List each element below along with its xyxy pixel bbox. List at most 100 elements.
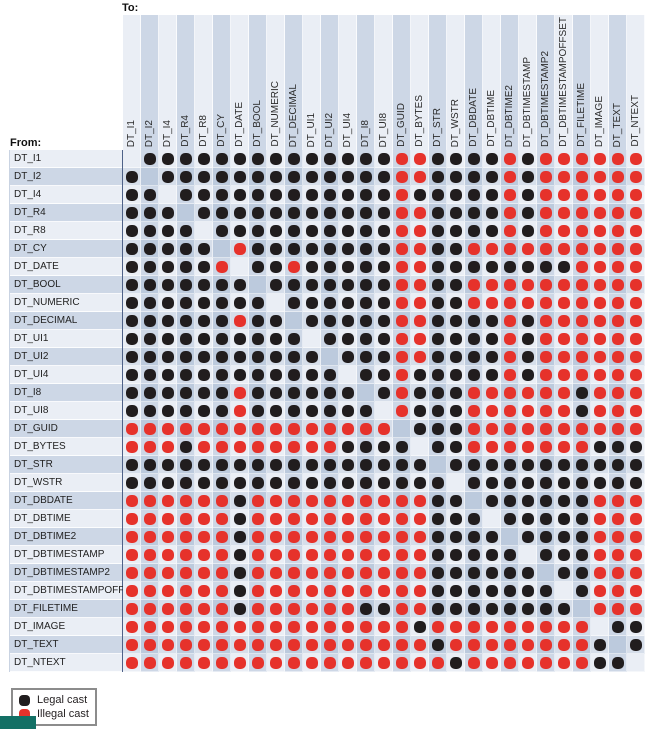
- legal-dot: [287, 188, 300, 201]
- illegal-dot: [539, 656, 552, 669]
- cell-DT_DBTIMESTAMP2-to-DT_I4: [159, 564, 177, 582]
- illegal-dot: [575, 314, 588, 327]
- cell-DT_I2-to-DT_DECIMAL: [285, 168, 303, 186]
- illegal-dot: [197, 422, 210, 435]
- cell-DT_I1-to-DT_UI1: [303, 150, 321, 168]
- legal-dot: [125, 278, 138, 291]
- cell-DT_I2-to-DT_DBTIMESTAMP2: [537, 168, 555, 186]
- legal-dot: [467, 260, 480, 273]
- cell-DT_DBDATE-to-DT_BOOL: [249, 492, 267, 510]
- cell-DT_DECIMAL-to-DT_I4: [159, 312, 177, 330]
- legal-dot: [485, 566, 498, 579]
- illegal-dot: [467, 404, 480, 417]
- illegal-dot: [125, 548, 138, 561]
- legend-item-illegal: Illegal cast: [19, 707, 89, 721]
- cell-DT_DBTIME-to-DT_I1: [123, 510, 141, 528]
- cell-DT_DBTIMESTAMP2-to-DT_I8: [357, 564, 375, 582]
- legal-dot: [323, 206, 336, 219]
- cell-DT_IMAGE-to-DT_TEXT: [609, 618, 627, 636]
- cell-DT_R4-to-DT_DBTIMESTAMP2: [537, 204, 555, 222]
- col-header-DT_DATE: DT_DATE: [231, 15, 249, 150]
- cell-DT_GUID-to-DT_UI2: [321, 420, 339, 438]
- illegal-dot: [611, 422, 624, 435]
- legal-dot: [359, 404, 372, 417]
- cell-DT_WSTR-to-DT_BYTES: [411, 474, 429, 492]
- legal-dot: [215, 458, 228, 471]
- cell-DT_DATE-to-DT_UI4: [339, 258, 357, 276]
- illegal-dot: [575, 332, 588, 345]
- cell-DT_WSTR-to-DT_I8: [357, 474, 375, 492]
- illegal-dot: [251, 530, 264, 543]
- cell-DT_R4-to-DT_TEXT: [609, 204, 627, 222]
- cell-DT_IMAGE-to-DT_I4: [159, 618, 177, 636]
- cell-DT_IMAGE-to-DT_DBTIME2: [501, 618, 519, 636]
- cell-DT_UI8-to-DT_DBTIME2: [501, 402, 519, 420]
- legal-dot: [305, 458, 318, 471]
- cell-DT_UI4-to-DT_I1: [123, 366, 141, 384]
- illegal-dot: [449, 620, 462, 633]
- legal-dot: [233, 368, 246, 381]
- cell-DT_I4-to-DT_I8: [357, 186, 375, 204]
- cell-DT_TEXT-to-DT_STR: [429, 636, 447, 654]
- cell-DT_DATE-to-DT_CY: [213, 258, 231, 276]
- illegal-dot: [359, 530, 372, 543]
- cell-DT_DECIMAL-to-DT_UI1: [303, 312, 321, 330]
- legal-dot: [251, 260, 264, 273]
- cell-DT_DBDATE-to-DT_STR: [429, 492, 447, 510]
- illegal-dot: [629, 530, 642, 543]
- cell-DT_NTEXT-to-DT_BYTES: [411, 654, 429, 672]
- illegal-dot: [215, 422, 228, 435]
- legal-dot: [449, 368, 462, 381]
- illegal-dot: [629, 386, 642, 399]
- cell-DT_TEXT-to-DT_UI8: [375, 636, 393, 654]
- legal-dot: [215, 170, 228, 183]
- cell-DT_FILETIME-to-DT_DBTIMESTAMP: [519, 600, 537, 618]
- cell-DT_UI2-to-DT_STR: [429, 348, 447, 366]
- cell-DT_I1-to-DT_DATE: [231, 150, 249, 168]
- legal-dot: [593, 476, 606, 489]
- cell-DT_IMAGE-to-DT_I2: [141, 618, 159, 636]
- cell-DT_NTEXT-to-DT_DECIMAL: [285, 654, 303, 672]
- cell-DT_DBTIMESTAMP-to-DT_DATE: [231, 546, 249, 564]
- cell-DT_R8-to-DT_UI8: [375, 222, 393, 240]
- cell-DT_NTEXT-to-DT_FILETIME: [573, 654, 591, 672]
- legal-dot: [305, 224, 318, 237]
- legal-dot: [359, 368, 372, 381]
- cell-DT_R8-to-DT_CY: [213, 222, 231, 240]
- cell-DT_IMAGE-to-DT_WSTR: [447, 618, 465, 636]
- cell-DT_IMAGE-to-DT_DECIMAL: [285, 618, 303, 636]
- row-labels: DT_I1 DT_I2 DT_I4 DT_R4 DT_R8 DT_CY DT_DATE DT_…: [9, 150, 144, 672]
- cell-DT_UI4-to-DT_I8: [357, 366, 375, 384]
- illegal-dot: [287, 512, 300, 525]
- illegal-dot: [395, 278, 408, 291]
- illegal-dot: [197, 638, 210, 651]
- cell-DT_I1-to-DT_UI4: [339, 150, 357, 168]
- cell-DT_UI4-to-DT_NUMERIC: [267, 366, 285, 384]
- cell-DT_NUMERIC-to-DT_I1: [123, 294, 141, 312]
- cell-DT_NTEXT-to-DT_WSTR: [447, 654, 465, 672]
- legal-dot: [485, 548, 498, 561]
- col-header-text: DT_DBTIME: [486, 90, 497, 147]
- cell-DT_DBTIMESTAMPOFFSET-to-DT_I4: [159, 582, 177, 600]
- cell-DT_BOOL-to-DT_WSTR: [447, 276, 465, 294]
- legal-dot: [449, 458, 462, 471]
- legal-dot: [179, 404, 192, 417]
- cell-DT_CY-to-DT_TEXT: [609, 240, 627, 258]
- cell-DT_UI1-to-DT_STR: [429, 330, 447, 348]
- row-label-DT_I8: DT_I8: [10, 384, 122, 402]
- cell-DT_I8-to-DT_DBTIMESTAMPOFFSET: [555, 384, 573, 402]
- cell-DT_WSTR-to-DT_UI1: [303, 474, 321, 492]
- legal-dot: [125, 206, 138, 219]
- cell-DT_STR-to-DT_UI1: [303, 456, 321, 474]
- cell-DT_DECIMAL-to-DT_GUID: [393, 312, 411, 330]
- cell-DT_I4-to-DT_I4: [159, 186, 177, 204]
- legal-dot: [125, 458, 138, 471]
- illegal-dot: [629, 512, 642, 525]
- col-header-DT_UI4: DT_UI4: [339, 15, 357, 150]
- legal-dot: [557, 260, 570, 273]
- cell-DT_DECIMAL-to-DT_DBTIMESTAMPOFFSET: [555, 312, 573, 330]
- cell-DT_R8-to-DT_TEXT: [609, 222, 627, 240]
- legal-dot: [485, 260, 498, 273]
- illegal-dot: [377, 548, 390, 561]
- illegal-dot: [413, 530, 426, 543]
